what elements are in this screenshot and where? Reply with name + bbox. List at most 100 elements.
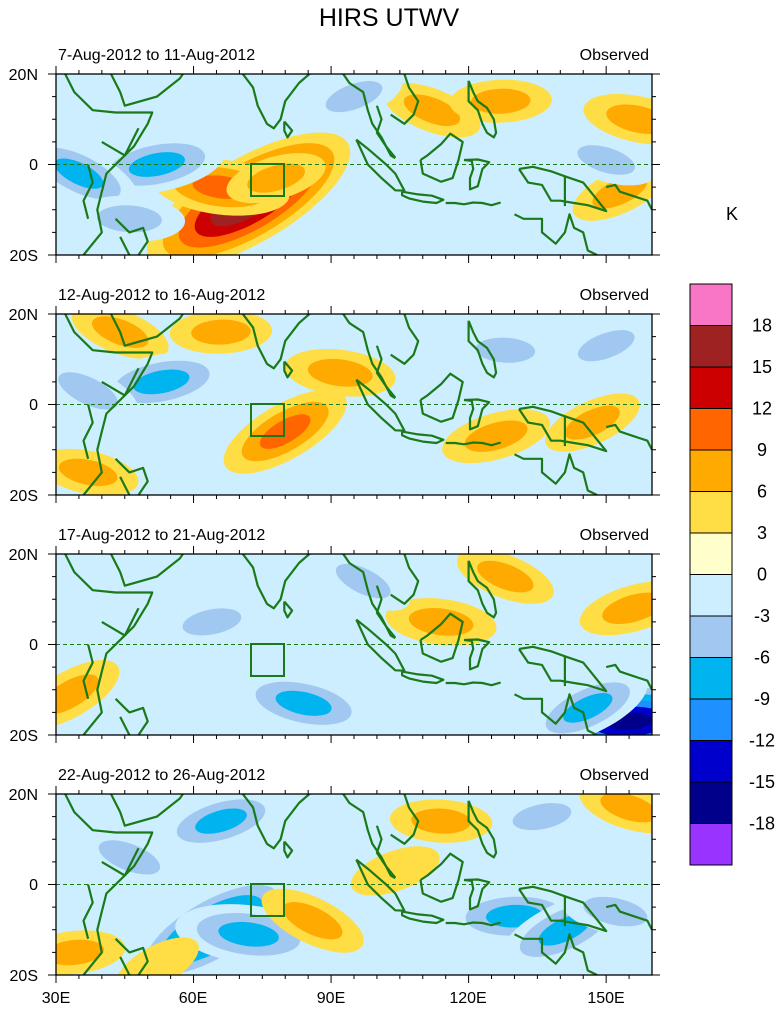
colorbar-label-8: -3 [754,606,770,626]
panel-1-coast-19 [101,127,140,157]
panel-2-coast-3 [241,314,396,400]
panel-2-coast-7 [355,378,406,432]
panel-3-coast-16 [605,663,652,691]
panel-2-coast-8 [401,430,445,445]
panel-3-anomaly-4-level-2 [477,560,534,593]
panel-1-coast-17 [114,218,149,255]
colorbar-swatch-13 [689,781,733,824]
panel-1-coast-2 [110,74,185,107]
panel-2-coastlines [64,314,652,495]
panel-2-tag: Observed [580,287,649,304]
panel-1-anomaly-12-level-2 [577,145,635,175]
panel-1-coast-7 [355,138,406,192]
panel-2-coast-14 [514,453,598,495]
panel-2-ticks [48,306,660,503]
panel-3-coast-7 [355,618,406,672]
panel-4-anomaly-9-level-2 [282,902,343,940]
panel-2-ytick-20s: 20S [10,488,38,505]
colorbar-label-2: 15 [752,357,772,377]
units-label: K [726,204,738,224]
panel-3-coast-17 [114,698,149,735]
panel-4-anomaly-3-level-3 [195,808,247,834]
panel-1-coast-15 [445,201,502,207]
panel-4-coast-6 [422,794,425,795]
panel-1-tag: Observed [580,47,649,64]
panel-3-anomaly-3-level-2 [602,592,652,624]
panel-2-coast-17 [114,458,149,495]
panel-1-anomaly-11-level-2 [325,81,383,113]
panel-3-anomaly-8-level-2 [182,608,242,636]
panel-1: 7-Aug-2012 to 11-Aug-2012 Observed 20N 0… [9,47,660,265]
panel-4-coast-18 [283,840,294,859]
colorbar-swatch-8 [689,574,733,617]
panel-1-coast-16 [605,183,652,211]
panel-4-ytick-20n: 20N [9,787,38,804]
panel-2-coast-9 [419,372,464,423]
panel-4-anomaly-7-level-2 [583,896,648,927]
panel-1-focus-box [250,163,285,197]
xtick-120e: 120E [449,990,486,1007]
xtick-60e: 60E [179,990,207,1007]
panel-2-coast-15 [445,441,502,447]
panel-4-anomaly-field [56,794,652,975]
panel-4-coast-2 [110,794,185,827]
colorbar-swatch-2 [689,325,733,368]
panel-1-ytick-20n: 20N [9,67,38,84]
panel-4-coast-15 [445,921,502,927]
panel-3-ticks [48,546,660,743]
panel-1-coast-14 [514,213,598,255]
panel-2-coast-16 [605,423,652,451]
panel-2-coast-11 [467,320,498,379]
panel-3-coast-1 [64,554,154,735]
panel-4-coast-12 [518,885,608,933]
panel-3-coast-21 [119,716,131,735]
colorbar-label-5: 6 [757,482,767,502]
colorbar-label-9: -6 [754,648,770,668]
colorbar-label-10: -9 [754,689,770,709]
panel-4-tag: Observed [580,767,649,784]
xtick-30e: 30E [42,990,70,1007]
panel-4-coast-9 [419,852,464,903]
panel-4-anomaly-13-level-2 [56,939,104,966]
panel-2-period: 12-Aug-2012 to 16-Aug-2012 [58,287,265,304]
panel-3-coast-9 [419,612,464,663]
panel-4-coast-1 [64,794,154,975]
panel-1-coast-18 [283,120,294,139]
figure-title: HIRS UTWV [319,4,460,32]
panel-1-coast-9 [419,132,464,183]
panel-1-coastlines [64,74,652,255]
panel-3-ytick-20s: 20S [10,728,38,745]
panel-3-ytick-20n: 20N [9,547,38,564]
panel-2-coast-20 [82,404,94,460]
panel-3-coast-3 [241,554,396,640]
panel-1-coast-6 [422,74,425,75]
panel-4-coast-16 [605,903,652,931]
colorbar-swatch-11 [689,698,733,741]
colorbar-swatch-1 [689,283,733,326]
colorbar-label-13: -18 [749,814,775,834]
colorbar-swatch-10 [689,657,733,700]
panel-3-coast-5 [390,554,420,605]
panel-3-coast-14 [514,693,598,735]
panel-1-anomaly-7-level-2 [606,104,652,135]
panel-1-coast-8 [401,190,445,205]
panel-3-coast-8 [401,670,445,685]
xtick-150e: 150E [587,990,624,1007]
panel-4-anomaly-4-level-2 [98,840,161,875]
panel-3-anomaly-9-level-2 [335,563,391,599]
panel-3-ytick-0: 0 [29,637,38,654]
panel-1-anomaly-3-level-2 [247,163,305,193]
panel-1-coast-20 [82,164,94,220]
panel-4-coast-11 [467,800,498,859]
panel-4-anomaly-10-level-2 [411,808,471,834]
panel-4: 22-Aug-2012 to 26-Aug-2012 Observed 20N … [9,767,660,985]
panel-4-coast-20 [82,884,94,940]
colorbar-label-11: -12 [749,731,775,751]
panel-3-coast-2 [110,554,185,587]
panel-2-coast-21 [119,476,131,495]
panel-4-coast-17 [114,938,149,975]
colorbar-label-12: -15 [749,772,775,792]
panel-4-anomaly-12-level-2 [600,794,652,823]
panel-3-coast-18 [283,600,294,619]
panel-1-coast-3 [241,74,396,160]
